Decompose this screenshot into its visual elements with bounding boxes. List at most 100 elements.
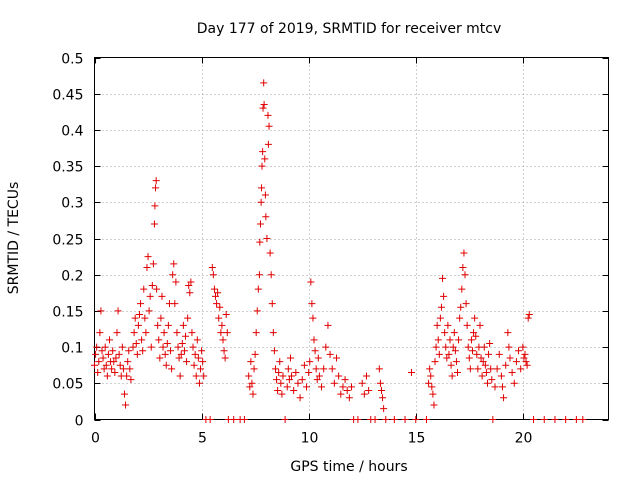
data-point [506, 354, 514, 362]
data-point [199, 358, 207, 366]
data-point [257, 198, 265, 206]
data-point [192, 372, 200, 380]
data-point [312, 365, 320, 373]
data-point [123, 372, 131, 380]
data-point [151, 202, 159, 210]
data-point [296, 394, 304, 402]
data-point [176, 372, 184, 380]
data-point [198, 347, 206, 355]
data-point [102, 361, 110, 369]
data-point [260, 101, 268, 109]
data-point [285, 376, 293, 384]
data-point [122, 401, 130, 409]
y-tick-label: 0.15 [52, 305, 83, 321]
data-point [133, 350, 141, 358]
data-point [251, 350, 259, 358]
data-point [281, 416, 289, 423]
data-point [466, 365, 474, 373]
data-point [562, 416, 570, 423]
data-point [305, 368, 313, 376]
data-point [335, 372, 343, 380]
data-point [294, 379, 302, 387]
data-point [264, 140, 272, 148]
data-point [521, 350, 529, 358]
data-point [132, 339, 140, 347]
data-point [422, 416, 430, 423]
data-point [253, 307, 261, 315]
data-point [249, 390, 257, 398]
data-point [213, 300, 221, 308]
data-point [455, 336, 463, 344]
data-point [94, 368, 102, 376]
data-point [426, 365, 434, 373]
data-point [489, 416, 497, 423]
data-point [309, 314, 317, 322]
y-tick-label: 0.25 [52, 233, 83, 249]
data-point [150, 220, 158, 228]
data-point [464, 343, 472, 351]
data-point [431, 358, 439, 366]
data-point [292, 368, 300, 376]
y-tick-label: 0.3 [61, 196, 83, 212]
data-point [103, 372, 111, 380]
data-point [188, 329, 196, 337]
data-point [219, 336, 227, 344]
data-point [127, 376, 135, 384]
data-point [382, 416, 390, 423]
data-point [510, 379, 518, 387]
data-point [311, 347, 319, 355]
data-point [186, 289, 194, 297]
data-point [187, 278, 195, 286]
data-point [481, 361, 489, 369]
data-point [390, 416, 398, 423]
data-point [264, 111, 272, 119]
data-point [212, 292, 220, 300]
data-point [462, 300, 470, 308]
data-point [214, 289, 222, 297]
data-point [444, 321, 452, 329]
data-point [345, 394, 353, 402]
tick-labels: 0 0.05 0.1 0.15 0.2 0.25 0.3 0.35 0.4 0.45 0.5 0 5 10… [52, 52, 532, 447]
data-point [258, 184, 266, 192]
data-point [134, 321, 142, 329]
data-point [105, 336, 113, 344]
data-point [502, 361, 510, 369]
data-point [324, 321, 332, 329]
data-point [197, 365, 205, 373]
data-point [401, 416, 409, 423]
data-point [154, 321, 162, 329]
data-point [472, 332, 480, 340]
data-point [365, 387, 373, 395]
y-tick-label: 0.35 [52, 160, 83, 176]
data-point [523, 361, 531, 369]
data-point [343, 387, 351, 395]
data-point [177, 350, 185, 358]
data-point [303, 383, 311, 391]
y-tick-label: 0.45 [52, 88, 83, 104]
data-point [218, 321, 226, 329]
data-point [579, 416, 587, 423]
data-point [286, 354, 294, 362]
y-axis-title: SRMTID / TECUs [6, 182, 22, 295]
x-tick-label: 0 [91, 431, 100, 447]
data-point [477, 354, 485, 362]
data-point [437, 303, 445, 311]
data-point [461, 271, 469, 279]
data-point [439, 274, 447, 282]
data-point [262, 213, 270, 221]
data-point [138, 336, 146, 344]
data-point [190, 361, 198, 369]
data-point [447, 361, 455, 369]
data-point [436, 314, 444, 322]
data-point [443, 354, 451, 362]
data-point [284, 365, 292, 373]
data-point [248, 379, 256, 387]
data-point [457, 303, 465, 311]
y-tick-label: 0.05 [52, 377, 83, 393]
data-point [193, 336, 201, 344]
data-point [130, 329, 138, 337]
data-point [362, 372, 370, 380]
data-point [240, 416, 248, 423]
data-point [440, 292, 448, 300]
data-point [508, 368, 516, 376]
